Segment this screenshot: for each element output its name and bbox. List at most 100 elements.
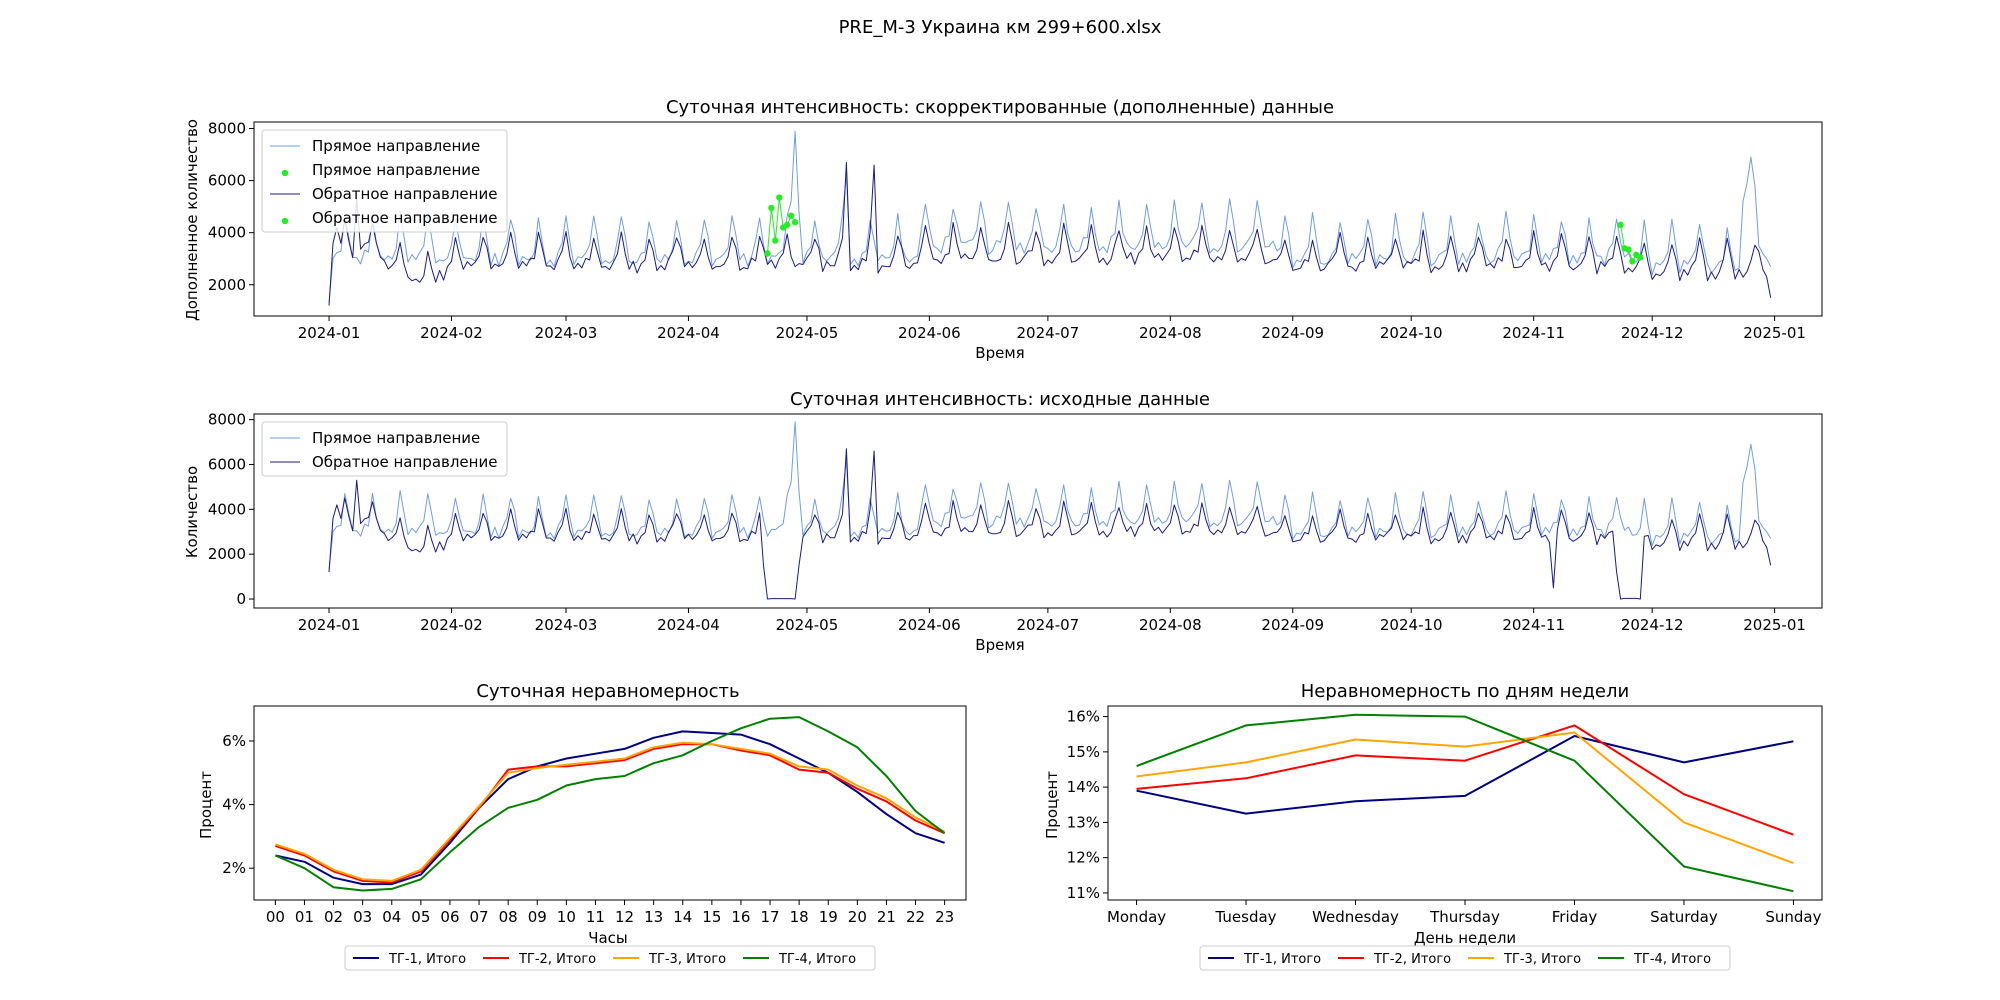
fill-point	[1617, 221, 1624, 229]
x-tick-label: 2024-10	[1380, 616, 1443, 634]
x-tick-label: 2024-12	[1621, 324, 1684, 342]
chart-raw-ylabel: Количество	[183, 466, 201, 558]
legend-label: ТГ-2, Итого	[518, 952, 596, 967]
x-tick-label: 13	[644, 908, 663, 926]
x-tick-label: 2024-08	[1139, 616, 1202, 634]
y-tick-label: 8000	[208, 411, 246, 429]
legend-box	[1199, 945, 1731, 971]
legend-label: ТГ-1, Итого	[1243, 952, 1321, 967]
backward-line	[328, 161, 1772, 306]
plot-frame	[253, 121, 1823, 317]
series-line-3	[275, 741, 946, 882]
x-tick-label: 2024-11	[1502, 616, 1565, 634]
x-tick-label: 2024-02	[420, 616, 483, 634]
x-tick-label: 18	[790, 908, 809, 926]
x-tick-label: 2024-06	[898, 324, 961, 342]
y-tick-label: 0	[236, 590, 246, 608]
x-tick-label: 05	[411, 908, 430, 926]
x-tick-label: 08	[499, 908, 518, 926]
chart-hourly-xlabel: Часы	[588, 929, 628, 947]
legend-marker	[281, 217, 289, 225]
x-tick-label: 09	[528, 908, 547, 926]
chart-corrected: Суточная интенсивность: скорректированны…	[183, 97, 1823, 362]
x-tick-label: 2024-01	[298, 324, 361, 342]
x-tick-label: 17	[760, 908, 779, 926]
x-tick-label: 2024-02	[420, 324, 483, 342]
x-tick-label: 2024-06	[898, 616, 961, 634]
x-tick-label: Thursday	[1429, 908, 1500, 926]
x-tick-label: 2025-01	[1743, 324, 1806, 342]
series-line-2	[275, 743, 945, 884]
legend-box	[261, 421, 508, 477]
y-tick-label: 2%	[222, 859, 246, 877]
x-tick-label: 22	[906, 908, 925, 926]
chart-weekday-xlabel: День недели	[1414, 929, 1516, 947]
legend-label: ТГ-4, Итого	[778, 952, 856, 967]
series-line-4	[275, 716, 946, 892]
chart-corrected-xlabel: Время	[975, 344, 1024, 362]
x-tick-label: Friday	[1552, 908, 1598, 926]
legend-label: Прямое направление	[312, 137, 480, 155]
x-tick-label: 10	[557, 908, 576, 926]
x-tick-label: 06	[440, 908, 459, 926]
x-tick-label: 2024-11	[1502, 324, 1565, 342]
x-tick-label: 2024-08	[1139, 324, 1202, 342]
x-tick-label: 2024-07	[1017, 616, 1080, 634]
x-tick-label: 2024-03	[535, 324, 598, 342]
figure-title: PRE_M-3 Украина км 299+600.xlsx	[839, 17, 1162, 38]
y-tick-label: 13%	[1067, 813, 1100, 831]
y-tick-label: 4000	[208, 500, 246, 518]
chart-weekday-title: Неравномерность по дням недели	[1301, 681, 1629, 702]
x-tick-label: 19	[819, 908, 838, 926]
legend-label: ТГ-3, Итого	[648, 952, 726, 967]
series-line-2	[1136, 724, 1794, 836]
x-tick-label: 00	[266, 908, 285, 926]
plot-frame	[1107, 705, 1823, 901]
plot-frame	[253, 413, 1823, 609]
x-tick-label: 02	[324, 908, 343, 926]
y-tick-label: 6000	[208, 455, 246, 473]
backward-line	[328, 448, 1772, 600]
x-tick-label: 2024-12	[1621, 616, 1684, 634]
x-tick-label: 2024-07	[1017, 324, 1080, 342]
x-tick-label: 2024-04	[657, 324, 720, 342]
fill-line-1	[767, 197, 796, 254]
x-tick-label: Monday	[1107, 908, 1166, 926]
chart-weekday: Неравномерность по дням недели День неде…	[1043, 681, 1823, 971]
x-tick-label: 16	[731, 908, 750, 926]
y-tick-label: 8000	[208, 120, 246, 138]
y-tick-label: 15%	[1067, 743, 1100, 761]
x-tick-label: Wednesday	[1312, 908, 1399, 926]
x-tick-label: 20	[848, 908, 867, 926]
legend-label: ТГ-3, Итого	[1503, 952, 1581, 967]
x-tick-label: 2024-04	[657, 616, 720, 634]
x-tick-label: 21	[877, 908, 896, 926]
chart-raw-xlabel: Время	[975, 636, 1024, 654]
x-tick-label: 14	[673, 908, 692, 926]
fill-line-2	[1620, 224, 1641, 263]
y-tick-label: 12%	[1067, 849, 1100, 867]
y-tick-label: 6%	[222, 732, 246, 750]
x-tick-label: 2025-01	[1743, 616, 1806, 634]
forward-line	[328, 130, 1772, 304]
x-tick-label: Saturday	[1650, 908, 1718, 926]
y-tick-label: 2000	[208, 545, 246, 563]
x-tick-label: 2024-09	[1261, 324, 1324, 342]
chart-hourly: Суточная неравномерность Часы Процент 00…	[197, 681, 967, 971]
series-line-4	[1136, 713, 1794, 893]
fill-point	[764, 250, 771, 257]
y-tick-label: 4000	[208, 224, 246, 242]
legend-label: ТГ-1, Итого	[388, 952, 466, 967]
y-tick-label: 2000	[208, 276, 246, 294]
x-tick-label: 2024-03	[535, 616, 598, 634]
legend-label: ТГ-4, Итого	[1633, 952, 1711, 967]
y-tick-label: 11%	[1067, 884, 1100, 902]
legend-box	[261, 129, 508, 233]
fill-point	[1637, 254, 1644, 261]
x-tick-label: 01	[295, 908, 314, 926]
x-tick-label: 11	[586, 908, 605, 926]
legend-marker	[281, 169, 289, 177]
x-tick-label: 2024-05	[776, 324, 839, 342]
series-line-1	[1136, 735, 1794, 815]
